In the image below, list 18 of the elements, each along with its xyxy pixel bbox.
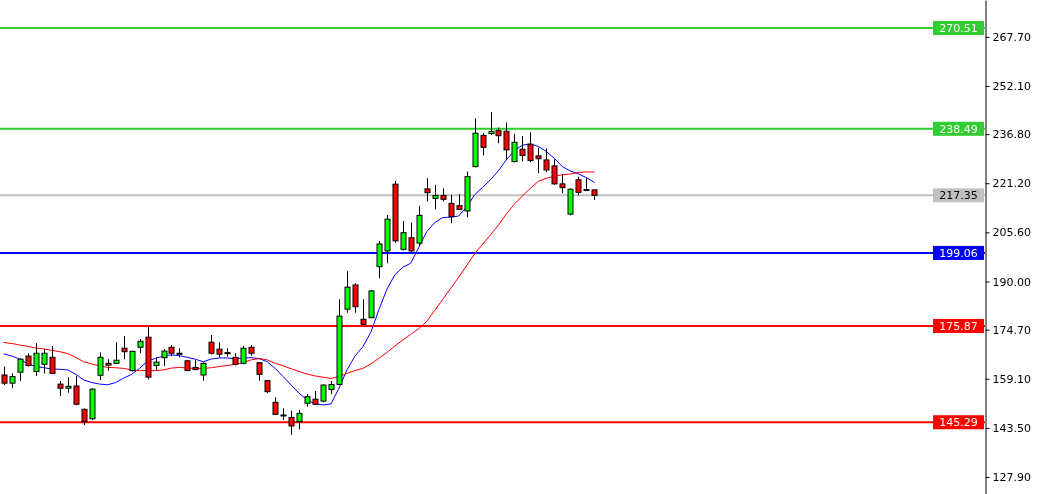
y-tick-label: 221.20 — [992, 177, 1031, 191]
y-tick-label: 127.90 — [992, 471, 1031, 485]
ref-line-label: 238.49 — [939, 122, 978, 136]
candlestick — [256, 361, 263, 382]
y-tick-label: 252.10 — [992, 79, 1031, 93]
candlestick — [424, 177, 431, 202]
y-tick-label: 143.50 — [992, 421, 1031, 435]
y-tick-label: 159.10 — [992, 372, 1031, 386]
y-tick-label: 190.00 — [992, 275, 1031, 289]
ref-line-label: 270.51 — [939, 21, 978, 35]
ref-line-label: 199.06 — [939, 246, 978, 260]
ref-line-label: 175.87 — [939, 319, 978, 333]
ref-line-label: 217.35 — [939, 189, 978, 203]
ref-line-label: 145.29 — [939, 416, 978, 430]
y-tick-label: 205.60 — [992, 226, 1031, 240]
y-tick-label: 174.70 — [992, 323, 1031, 337]
y-tick-label: 236.80 — [992, 128, 1031, 142]
y-tick-label: 267.70 — [992, 30, 1031, 44]
